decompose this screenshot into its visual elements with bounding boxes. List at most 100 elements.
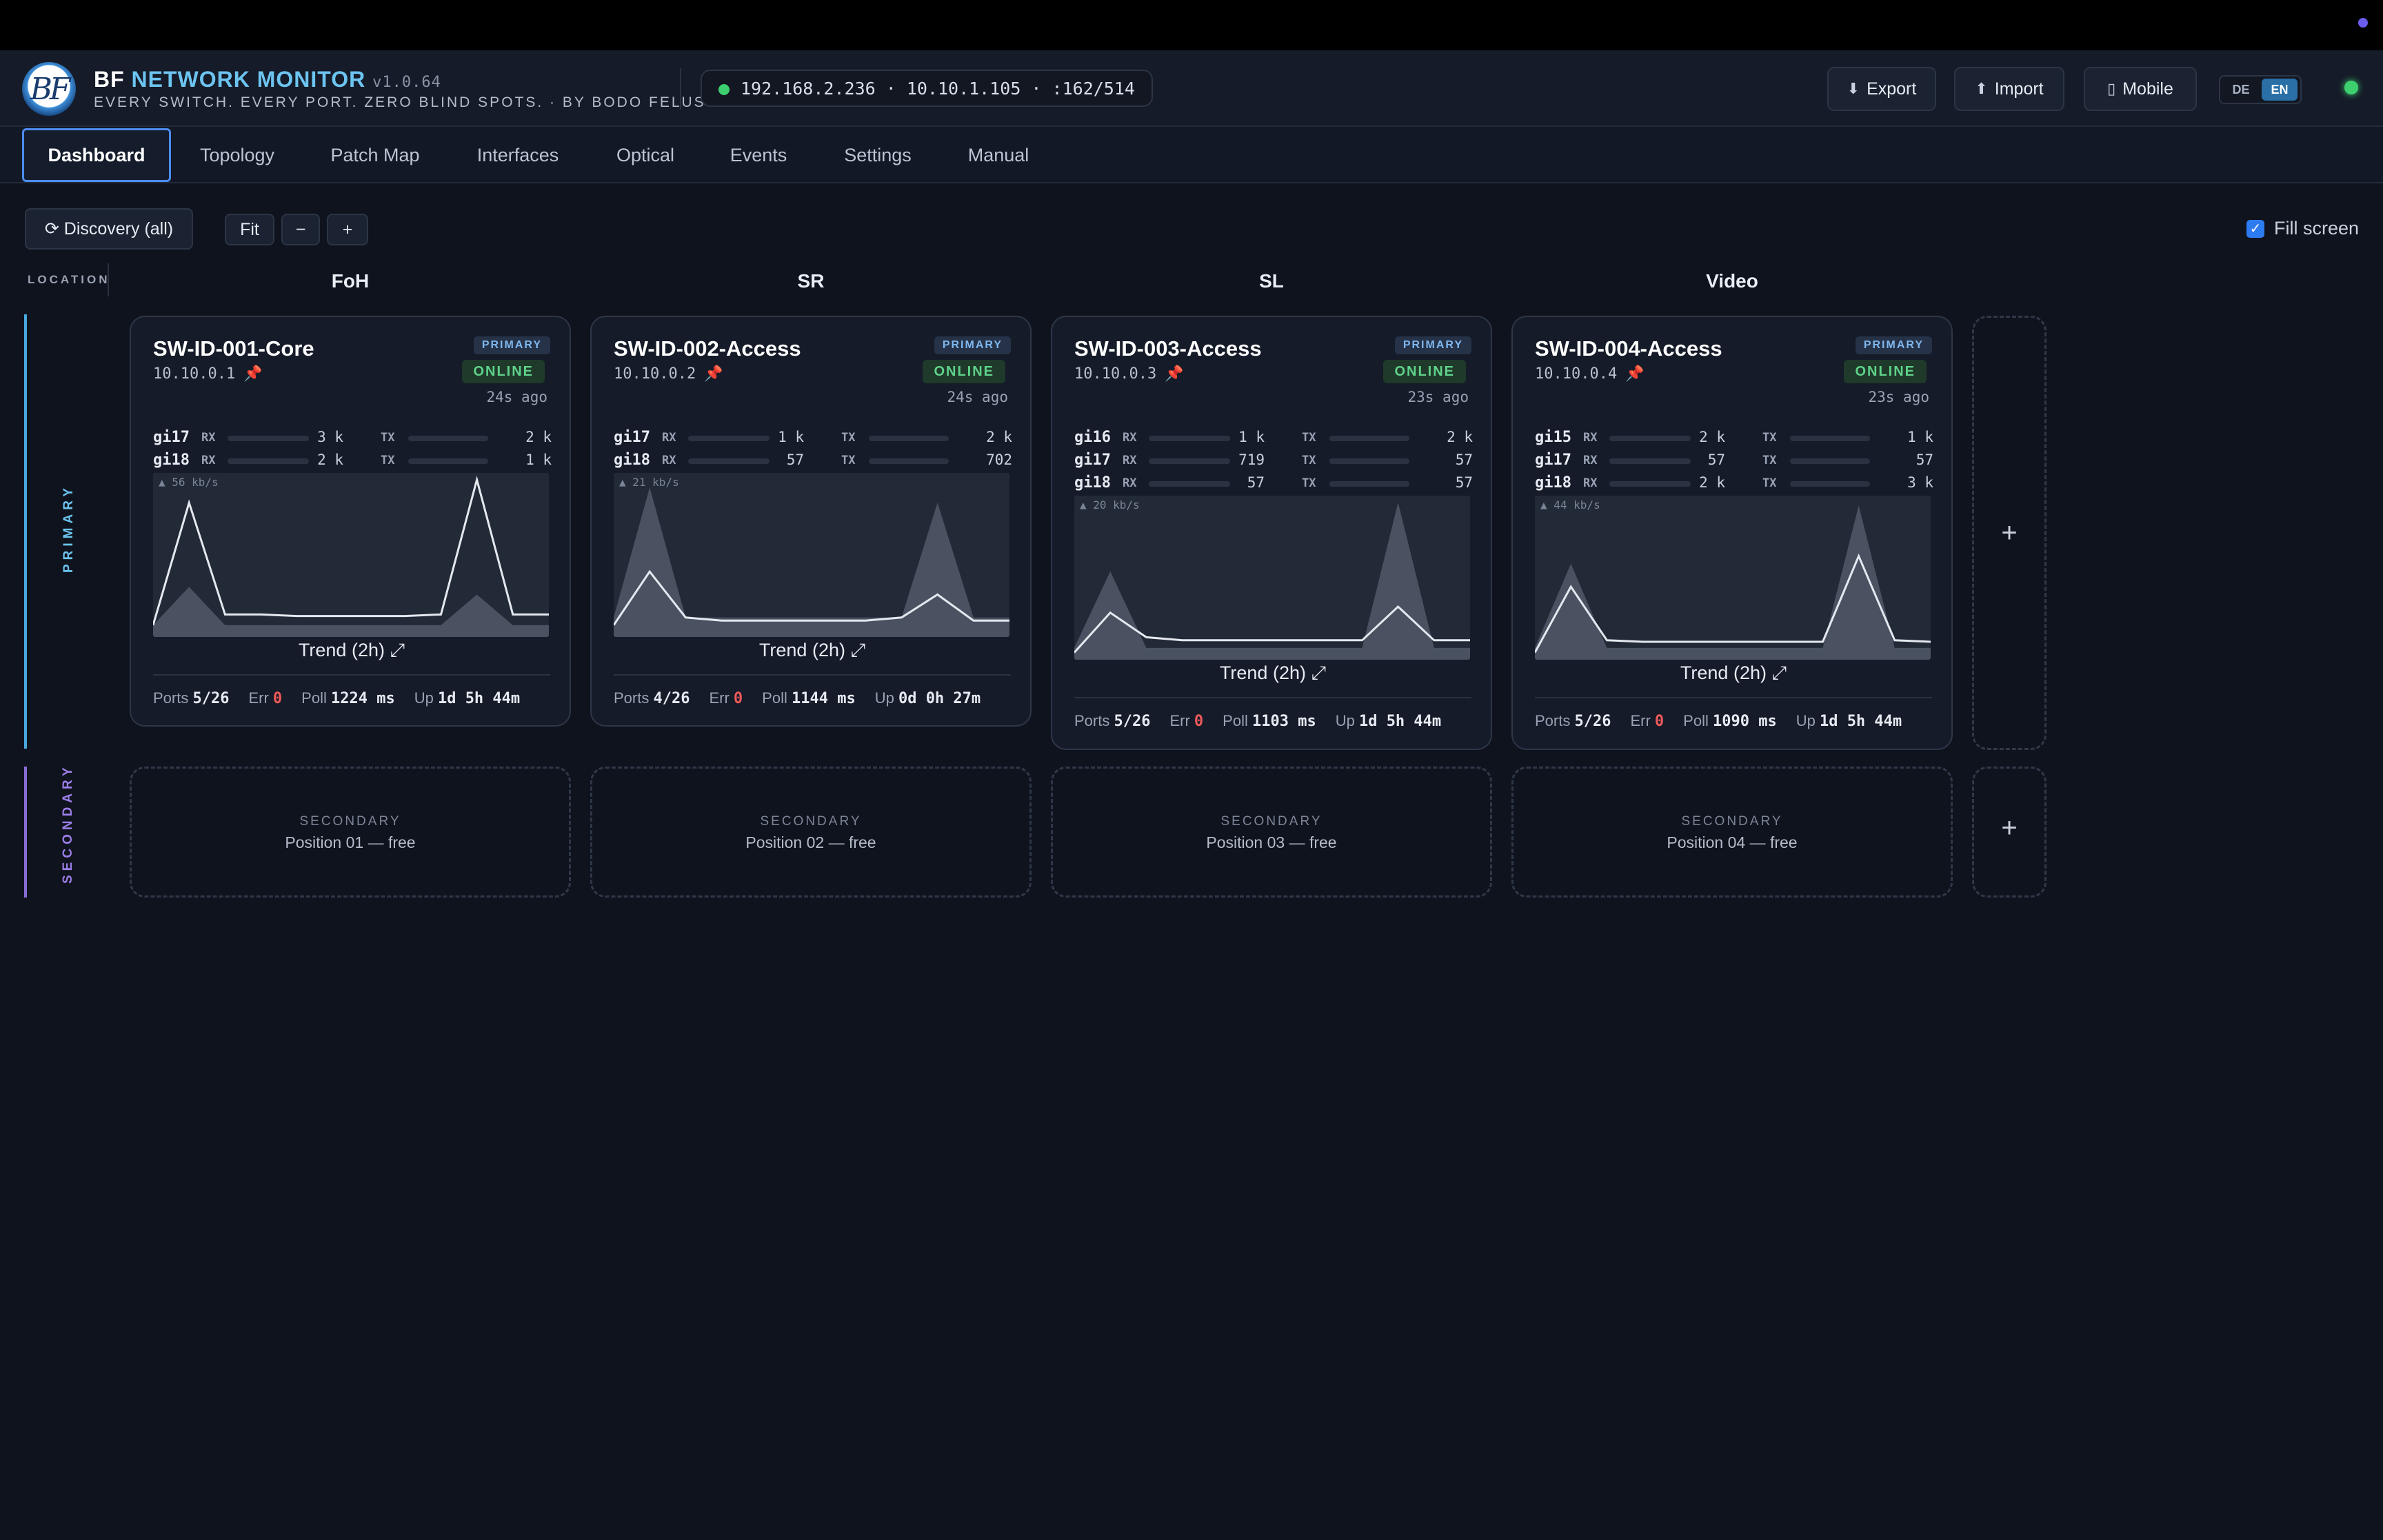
- pin-icon[interactable]: 📌: [1165, 365, 1184, 383]
- mobile-label: Mobile: [2122, 79, 2173, 99]
- chart-max-label: ▲ 44 kb/s: [1540, 498, 1600, 511]
- trend-2h-link[interactable]: Trend (2h) ⤢: [1680, 662, 1787, 683]
- tx-label: TX: [1762, 431, 1777, 445]
- trend-area: [1074, 503, 1470, 660]
- pin-icon[interactable]: 📌: [243, 365, 263, 383]
- tx-bar: [869, 458, 949, 464]
- role-badge: PRIMARY: [473, 336, 550, 354]
- zoom-out-button[interactable]: −: [281, 214, 320, 245]
- tab-patch-map[interactable]: Patch Map: [330, 144, 420, 165]
- tx-label: TX: [1302, 454, 1316, 467]
- ports-value: 5/26: [1114, 713, 1151, 730]
- lang-en-button[interactable]: EN: [2262, 79, 2297, 101]
- switch-card[interactable]: SW-ID-003-Access 10.10.0.3 📌 PRIMARY ONLI…: [1051, 316, 1492, 750]
- poll-stat: Poll 1144 ms: [762, 689, 856, 707]
- tx-bar: [1329, 458, 1409, 464]
- uptime-stat: Up 1d 5h 44m: [1336, 712, 1441, 730]
- secondary-slot[interactable]: SECONDARY Position 04 — free: [1511, 767, 1953, 898]
- trend-chart[interactable]: ▲ 56 kb/s: [153, 473, 549, 637]
- app-title-brand: BF: [94, 67, 125, 92]
- port-row: gi15 RX 2 k TX 1 k: [1535, 427, 1933, 448]
- tab-dashboard[interactable]: Dashboard: [22, 128, 171, 182]
- add-secondary-slot-button[interactable]: +: [1972, 767, 2047, 898]
- port-name: gi17: [1074, 452, 1111, 469]
- ports-stat: Ports 5/26: [153, 689, 229, 707]
- tab-interfaces[interactable]: Interfaces: [476, 144, 559, 165]
- rx-value: 2 k: [1699, 474, 1725, 491]
- trend-2h-link[interactable]: Trend (2h) ⤢: [298, 640, 405, 660]
- export-button[interactable]: ⬇ Export: [1827, 67, 1936, 111]
- trend-area: [1535, 505, 1931, 660]
- switch-card[interactable]: SW-ID-001-Core 10.10.0.1 📌 PRIMARY ONLINE…: [130, 316, 571, 727]
- rx-bar: [1609, 458, 1691, 464]
- add-primary-slot-button[interactable]: +: [1972, 316, 2047, 750]
- switch-card[interactable]: SW-ID-004-Access 10.10.0.4 📌 PRIMARY ONLI…: [1511, 316, 1953, 750]
- rx-label: RX: [662, 454, 676, 467]
- rx-bar: [1609, 436, 1691, 441]
- pin-icon[interactable]: 📌: [1625, 365, 1645, 383]
- checkbox-checked-icon[interactable]: ✓: [2246, 219, 2264, 238]
- app-title-name: NETWORK MONITOR: [131, 67, 366, 92]
- import-button[interactable]: ⬆ Import: [1954, 67, 2064, 111]
- fill-screen-toggle[interactable]: ✓ Fill screen: [2246, 218, 2359, 239]
- switch-name: SW-ID-004-Access: [1535, 336, 1722, 361]
- slot-position-label: Position 03 — free: [1206, 833, 1337, 851]
- trend-2h-link[interactable]: Trend (2h) ⤢: [1219, 662, 1327, 683]
- tab-settings[interactable]: Settings: [844, 144, 912, 165]
- app-title: BF NETWORK MONITOR v1.0.64: [94, 67, 441, 92]
- trend-2h-link[interactable]: Trend (2h) ⤢: [758, 640, 866, 660]
- app-header: BF BF NETWORK MONITOR v1.0.64 EVERY SWIT…: [0, 50, 2383, 127]
- tab-manual[interactable]: Manual: [967, 144, 1029, 165]
- tab-topology[interactable]: Topology: [199, 144, 275, 165]
- trend-chart[interactable]: ▲ 20 kb/s: [1074, 496, 1470, 660]
- tx-label: TX: [1762, 454, 1777, 467]
- rx-value: 2 k: [317, 452, 343, 468]
- zoom-in-button[interactable]: +: [327, 214, 368, 245]
- tab-optical[interactable]: Optical: [616, 144, 675, 165]
- fit-button[interactable]: Fit: [225, 214, 274, 245]
- up-label: Up: [414, 689, 434, 707]
- ports-stat: Ports 5/26: [1535, 712, 1611, 730]
- switch-ip-text: 10.10.0.3: [1074, 365, 1157, 383]
- trend-chart[interactable]: ▲ 44 kb/s: [1535, 496, 1931, 660]
- tx-bar: [1790, 481, 1870, 487]
- mobile-button[interactable]: ▯ Mobile: [2084, 67, 2197, 111]
- os-top-bar: [0, 0, 2383, 50]
- rx-value: 57: [1707, 452, 1725, 468]
- poll-label: Poll: [1683, 712, 1709, 729]
- card-divider: [614, 674, 1011, 676]
- fill-screen-label: Fill screen: [2274, 218, 2360, 239]
- primary-row-label: PRIMARY: [61, 484, 76, 573]
- app-logo: BF: [22, 62, 76, 116]
- err-label: Err: [1169, 712, 1190, 729]
- rx-bar: [688, 458, 770, 464]
- poll-stat: Poll 1224 ms: [301, 689, 395, 707]
- lang-de-button[interactable]: DE: [2232, 82, 2250, 97]
- rx-label: RX: [662, 431, 676, 445]
- trend-line: [153, 476, 549, 626]
- slot-role-label: SECONDARY: [760, 814, 862, 829]
- rx-value: 2 k: [1699, 429, 1725, 445]
- rx-label: RX: [1583, 454, 1598, 467]
- secondary-row-label: SECONDARY: [61, 763, 75, 884]
- secondary-slot[interactable]: SECONDARY Position 02 — free: [590, 767, 1032, 898]
- rx-label: RX: [1583, 476, 1598, 490]
- rx-value: 57: [786, 452, 804, 468]
- port-name: gi18: [614, 452, 650, 469]
- port-row: gi17 RX 3 k TX 2 k: [153, 427, 552, 448]
- switch-card[interactable]: SW-ID-002-Access 10.10.0.2 📌 PRIMARY ONLI…: [590, 316, 1032, 727]
- trend-chart[interactable]: ▲ 21 kb/s: [614, 473, 1009, 637]
- err-stat: Err 0: [248, 689, 282, 707]
- pin-icon[interactable]: 📌: [704, 365, 723, 383]
- rx-bar: [228, 458, 309, 464]
- location-label: LOCATION: [28, 273, 110, 286]
- ports-label: Ports: [1535, 712, 1571, 729]
- card-footer: Ports 4/26 Err 0 Poll 1144 ms Up 0d 0h 2…: [614, 689, 981, 707]
- secondary-slot[interactable]: SECONDARY Position 03 — free: [1051, 767, 1492, 898]
- tab-events[interactable]: Events: [730, 144, 787, 165]
- discovery-all-button[interactable]: ⟳ Discovery (all): [25, 208, 193, 250]
- poll-value: 1103 ms: [1251, 713, 1316, 730]
- switch-ip: 10.10.0.2 📌: [614, 365, 723, 383]
- port-row: gi16 RX 1 k TX 2 k: [1074, 427, 1473, 448]
- secondary-slot[interactable]: SECONDARY Position 01 — free: [130, 767, 571, 898]
